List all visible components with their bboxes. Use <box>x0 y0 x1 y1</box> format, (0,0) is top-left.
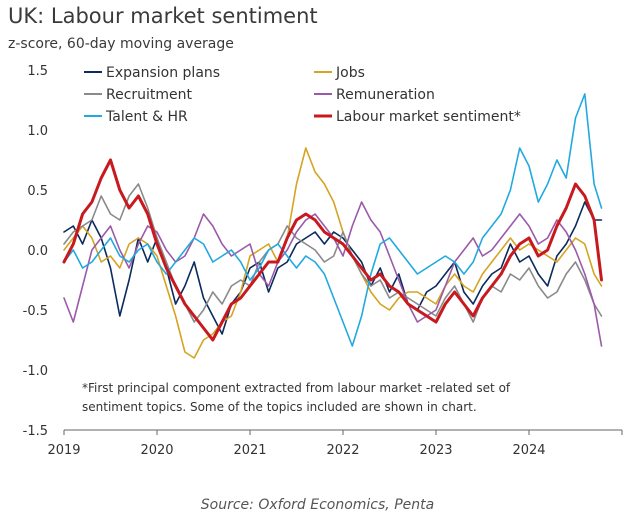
series-line-2 <box>63 183 603 323</box>
y-tick-label: 1.5 <box>27 64 48 79</box>
chart-note: *First principal component extracted fro… <box>82 381 511 414</box>
series-line-1 <box>63 147 603 359</box>
legend-label: Remuneration <box>336 87 435 103</box>
x-tick-label: 2024 <box>512 443 545 458</box>
legend-label: Expansion plans <box>106 65 220 81</box>
y-tick-label: 1.0 <box>27 124 48 139</box>
legend-label: Labour market sentiment* <box>336 109 521 125</box>
y-tick-label: -1.0 <box>23 364 48 379</box>
series-line-4 <box>63 93 603 347</box>
y-tick-label: -0.5 <box>23 304 48 319</box>
y-tick-label: 0.5 <box>27 184 48 199</box>
series-line-3 <box>63 201 603 347</box>
y-tick-label: 0.0 <box>27 244 48 259</box>
x-tick-label: 2020 <box>140 443 173 458</box>
x-tick-label: 2021 <box>233 443 266 458</box>
x-tick-label: 2022 <box>326 443 359 458</box>
note-line: sentiment topics. Some of the topics inc… <box>82 400 477 414</box>
x-axis: 2019 2020 2021 2022 2023 2024 <box>47 429 623 458</box>
series-line-0 <box>63 201 603 335</box>
series-line-5 <box>62 158 603 342</box>
y-axis-ticks: 1.5 1.0 0.5 0.0 -0.5 -1.0 -1.5 <box>23 64 48 439</box>
x-tick-label: 2023 <box>419 443 452 458</box>
chart-subtitle: z-score, 60-day moving average <box>8 36 234 52</box>
source-note: Source: Oxford Economics, Penta <box>200 497 435 513</box>
legend-label: Talent & HR <box>105 109 188 125</box>
chart-title: UK: Labour market sentiment <box>8 4 318 28</box>
series-lines <box>62 93 603 359</box>
legend: Expansion plans Jobs Recruitment Remunerati… <box>84 65 521 125</box>
x-tick-label: 2019 <box>47 443 80 458</box>
y-tick-label: -1.5 <box>23 424 48 439</box>
legend-label: Recruitment <box>106 87 193 103</box>
legend-label: Jobs <box>335 65 365 81</box>
note-line: *First principal component extracted fro… <box>82 381 511 395</box>
